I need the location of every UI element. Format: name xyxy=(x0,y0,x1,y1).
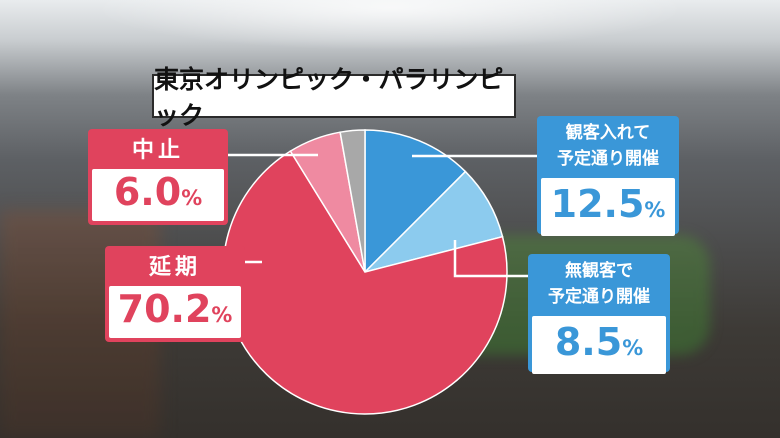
value-unit: % xyxy=(211,303,233,327)
value-unit: % xyxy=(181,186,203,210)
callout-spectators-line2: 予定通り開催 xyxy=(557,149,659,169)
callout-no-spectators: 無観客で 予定通り開催 8.5% xyxy=(528,254,670,374)
callout-cancel-value: 6.0% xyxy=(92,169,224,221)
callout-cancel-label: 中止 xyxy=(131,138,184,163)
pie-slice-postpone xyxy=(222,150,508,415)
callout-postpone: 延期 70.2% xyxy=(105,246,245,342)
pie-slice-spectators xyxy=(364,129,467,274)
chart-title: 東京オリンピック・パラリンピック xyxy=(152,65,516,130)
value-unit: % xyxy=(644,198,666,222)
leader-line-no-spectators xyxy=(453,240,528,278)
value-unit: % xyxy=(622,336,644,360)
callout-no-spectators-value: 8.5% xyxy=(532,316,666,374)
pie-slice-other xyxy=(339,129,366,273)
value-number: 12.5 xyxy=(550,182,645,226)
value-number: 70.2 xyxy=(117,287,212,331)
callout-cancel: 中止 6.0% xyxy=(88,129,228,225)
chart-title-text: 東京オリンピック・パラリンピック xyxy=(154,65,504,130)
callout-postpone-label: 延期 xyxy=(148,255,201,280)
value-number: 8.5 xyxy=(554,320,623,364)
callout-spectators-value: 12.5% xyxy=(541,178,675,236)
callout-postpone-value: 70.2% xyxy=(109,286,241,338)
callout-spectators-line1: 観客入れて xyxy=(565,123,651,143)
value-number: 6.0 xyxy=(113,170,182,214)
callout-no-spectators-line1: 無観客で xyxy=(565,261,633,281)
callout-spectators: 観客入れて 予定通り開催 12.5% xyxy=(537,116,679,236)
callout-no-spectators-line2: 予定通り開催 xyxy=(548,287,650,307)
